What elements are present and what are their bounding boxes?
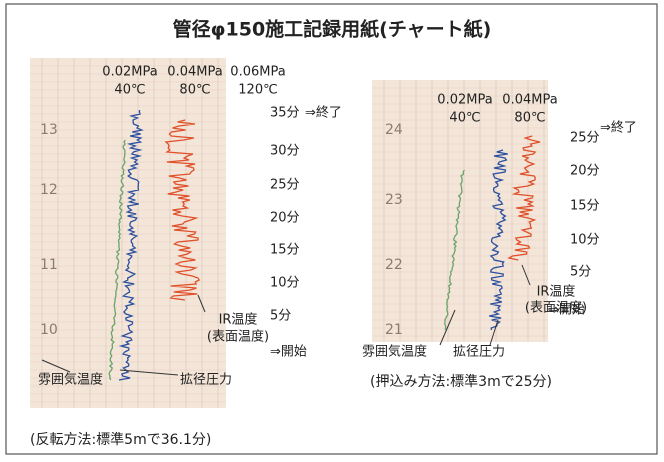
pressure-header: 0.02MPa — [437, 93, 492, 108]
time-label: 5分 — [270, 309, 291, 324]
chart-number: 13 — [40, 122, 58, 138]
temperature-header: 120℃ — [238, 83, 277, 98]
end-label: ⇒終了 — [600, 120, 637, 136]
chart-number: 22 — [385, 257, 403, 273]
page: 管径φ150施工記録用紙(チャート紙) 0.02MPa 40℃ 0.04MPa 80℃… — [0, 0, 664, 462]
ir-label: IR温度 — [537, 284, 576, 300]
ambient-label: 雰囲気温度 — [362, 344, 427, 360]
time-label: 15分 — [270, 243, 300, 258]
temperature-header: 80℃ — [179, 83, 210, 98]
caption: (反転方法:標準5mで36.1分) — [30, 432, 211, 448]
ir-label: IR温度 — [219, 312, 258, 328]
ir-label: (表面温度) — [525, 300, 587, 316]
caption: (押込み方法:標準3mで25分) — [370, 374, 552, 390]
ambient-label: 雰囲気温度 — [38, 372, 103, 388]
time-label: 20分 — [570, 164, 600, 179]
time-label: 30分 — [270, 144, 300, 159]
start-label: ⇒開始 — [270, 345, 307, 360]
chart-number: 10 — [40, 322, 58, 338]
chart-number: 21 — [385, 322, 403, 338]
pressure-label: 拡径圧力 — [453, 345, 505, 360]
time-label: 25分 — [270, 178, 300, 193]
pressure-header: 0.04MPa — [502, 93, 557, 108]
chart-number: 11 — [40, 257, 58, 273]
time-label: 10分 — [270, 276, 300, 291]
ir-label: (表面温度) — [207, 329, 269, 345]
pressure-header: 0.02MPa — [102, 65, 157, 80]
time-label: 35分 — [270, 106, 300, 121]
chart-number: 12 — [40, 182, 58, 198]
time-label: 20分 — [270, 211, 300, 226]
chart-number: 23 — [385, 192, 403, 208]
time-label: 25分 — [570, 131, 600, 146]
chart-number: 24 — [385, 122, 403, 138]
title: 管径φ150施工記録用紙(チャート紙) — [173, 18, 492, 41]
pressure-header: 0.06MPa — [230, 65, 285, 80]
time-label: 5分 — [570, 265, 591, 280]
temperature-header: 80℃ — [514, 111, 545, 126]
time-label: 15分 — [570, 199, 600, 214]
temperature-header: 40℃ — [449, 111, 480, 126]
time-label: 10分 — [570, 233, 600, 248]
end-label: ⇒終了 — [305, 105, 342, 121]
pressure-label: 拡径圧力 — [180, 373, 232, 388]
temperature-header: 40℃ — [114, 83, 145, 98]
figure: 管径φ150施工記録用紙(チャート紙) 0.02MPa 40℃ 0.04MPa 80℃… — [0, 0, 664, 458]
pressure-header: 0.04MPa — [167, 65, 222, 80]
